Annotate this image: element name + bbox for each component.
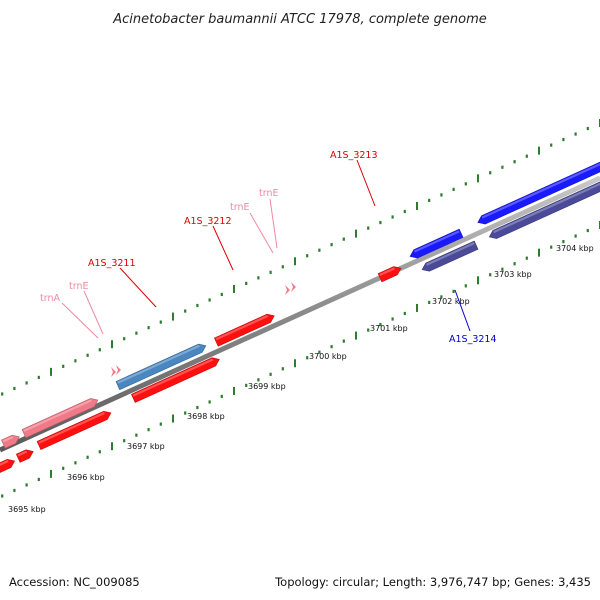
leader-line [83,290,104,335]
feature-label-trnE: trnE [259,188,279,199]
forward-strand-feature[interactable] [1,433,21,449]
forward-strand-feature[interactable] [21,396,100,439]
forward-strand-feature[interactable] [131,355,221,403]
leader-line [212,225,234,271]
kbp-label: 3701 kbp [370,324,408,333]
trna-marker [111,367,116,377]
feature-label-trnE: trnE [69,281,89,292]
kbp-label: 3697 kbp [127,442,165,451]
kbp-label: 3698 kbp [187,412,225,421]
inner-tick-ring [1,221,600,498]
accession-text: Accession: NC_009085 [9,575,140,589]
forward-strand-feature[interactable] [15,447,35,463]
forward-strand-feature[interactable] [36,409,113,451]
feature-label-A1S_3214: A1S_3214 [449,334,497,345]
feature-track [0,158,600,479]
kbp-label: 3703 kbp [494,270,532,279]
leader-line [454,289,471,332]
feature-labels: trnA trnE A1S_3211 A1S_3212 trnE trnE A1… [40,150,497,345]
forward-strand-feature[interactable] [214,312,276,347]
leader-line [249,212,274,254]
feature-label-trnA: trnA [40,293,60,304]
forward-strand-feature[interactable] [377,264,403,283]
kbp-label: 3704 kbp [556,244,594,253]
reverse-strand-feature[interactable] [408,228,464,260]
forward-strand-feature[interactable] [0,457,16,479]
leader-line [356,159,376,207]
map-title: Acinetobacter baumannii ATCC 17978, comp… [112,12,487,27]
kbp-scale-labels: 3695 kbp 3696 kbp 3697 kbp 3698 kbp 3699… [8,244,594,514]
kbp-label: 3696 kbp [67,473,105,482]
kbp-label: 3699 kbp [248,382,286,391]
feature-label-A1S_3212: A1S_3212 [184,216,232,227]
topology-text: Topology: circular; Length: 3,976,747 bp… [274,575,591,589]
forward-strand-feature[interactable] [115,342,208,391]
trna-marker [116,365,121,375]
outer-tick-ring [1,119,600,396]
kbp-label: 3695 kbp [8,505,46,514]
leader-line [61,302,99,339]
leader-line [269,198,278,249]
reverse-strand-feature[interactable] [487,175,600,241]
trna-marker [285,285,290,295]
label-leader-lines [61,159,471,339]
leader-line [119,267,157,308]
feature-label-A1S_3213: A1S_3213 [330,150,378,161]
genome-backbone [0,175,600,453]
reverse-strand-feature[interactable] [420,240,479,274]
kbp-label: 3700 kbp [309,352,347,361]
trna-marker [291,282,296,292]
reverse-strand-feature[interactable] [476,158,600,226]
kbp-label: 3702 kbp [432,297,470,306]
feature-label-trnE: trnE [230,202,250,213]
feature-label-A1S_3211: A1S_3211 [88,258,136,269]
